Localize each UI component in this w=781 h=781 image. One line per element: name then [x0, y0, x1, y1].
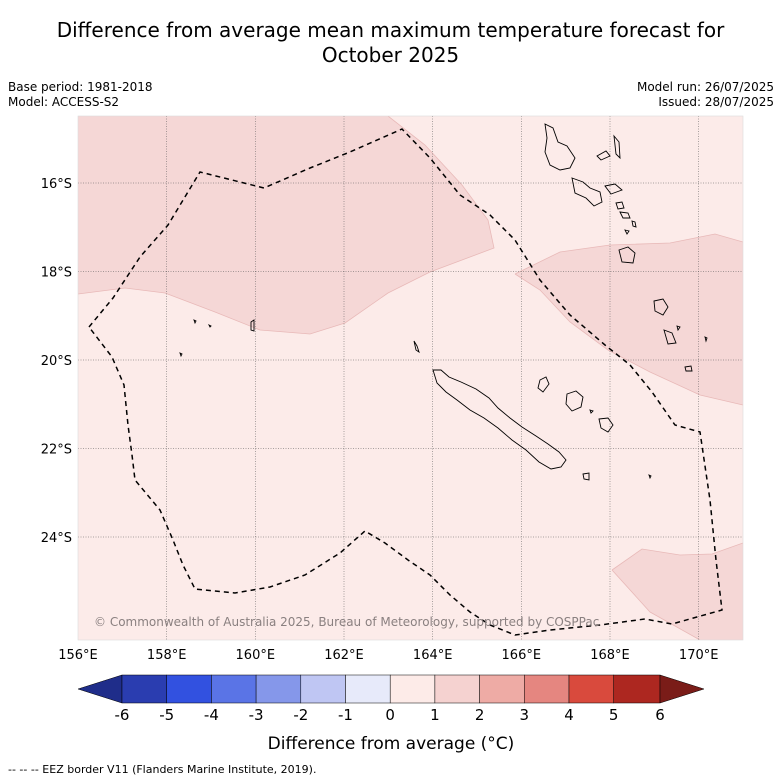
colorbar-tick: 2 — [475, 706, 485, 724]
colorbar-tick: -1 — [338, 706, 353, 724]
issued-date: Issued: 28/07/2025 — [658, 95, 774, 109]
anomaly-1-2-region-east — [515, 234, 743, 405]
anomaly-1-2-region-northwest — [78, 116, 494, 334]
colorbar — [77, 674, 705, 704]
colorbar-segment — [121, 674, 167, 704]
map-title: Difference from average mean maximum tem… — [0, 18, 781, 68]
gridlines — [78, 116, 743, 640]
colorbar-tick: -5 — [159, 706, 174, 724]
lon-label: 166°E — [502, 648, 542, 663]
colorbar-label: Difference from average (°C) — [268, 734, 515, 754]
colorbar-tick: -4 — [204, 706, 219, 724]
small-island-6 — [207, 323, 212, 328]
small-island-8 — [589, 409, 594, 414]
lon-label: 158°E — [147, 648, 187, 663]
lon-label: 160°E — [236, 648, 276, 663]
lon-label: 168°E — [590, 648, 630, 663]
small-island-7 — [179, 352, 183, 358]
base-period: Base period: 1981-2018 — [8, 80, 153, 94]
vanuatu-epi — [615, 201, 625, 210]
vanuatu-shepherd-islands — [619, 211, 631, 219]
small-island-1 — [631, 220, 637, 228]
lat-label: 22°S — [41, 443, 72, 458]
colorbar-segment — [659, 674, 705, 704]
copyright-notice: © Commonwealth of Australia 2025, Bureau… — [94, 615, 599, 629]
colorbar-segment — [255, 674, 302, 704]
lon-label: 162°E — [324, 648, 364, 663]
title-line-2: October 2025 — [321, 43, 460, 67]
colorbar-segment — [77, 674, 123, 704]
model-run: Model run: 26/07/2025 — [636, 80, 774, 94]
colorbar-segment — [613, 674, 661, 704]
loyalty-island-lifou — [565, 390, 584, 412]
meta-left: Base period: 1981-2018 Model: ACCESS-S2 — [8, 80, 153, 110]
vanuatu-erromango — [653, 298, 669, 316]
vanuatu-espiritu-santo — [544, 123, 576, 171]
lat-label: 20°S — [41, 354, 72, 369]
meta-right: Model run: 26/07/2025 Issued: 28/07/2025 — [637, 80, 774, 110]
model-name: Model: ACCESS-S2 — [8, 95, 120, 109]
latitude-labels: 16°S 18°S 20°S 22°S 24°S — [41, 177, 72, 546]
colorbar-segment — [524, 674, 570, 704]
colorbar-segment — [211, 674, 257, 704]
belep-islands — [413, 340, 420, 354]
vanuatu-efate — [618, 246, 636, 264]
colorbar-segment — [345, 674, 391, 704]
colorbar-tick: 5 — [609, 706, 619, 724]
small-island-3 — [676, 325, 681, 332]
colorbar-tick: -2 — [293, 706, 308, 724]
colorbar-tick: -6 — [115, 706, 130, 724]
map-area: © Commonwealth of Australia 2025, Bureau… — [78, 116, 743, 640]
small-island-4 — [704, 336, 708, 343]
vanuatu-tanna — [663, 329, 677, 345]
colorbar-tick: 6 — [655, 706, 665, 724]
loyalty-island-mare — [598, 417, 614, 433]
colorbar-tick: -3 — [249, 706, 264, 724]
colorbar-segment — [479, 674, 525, 704]
colorbar-segment — [434, 674, 480, 704]
new-caledonia-island — [432, 369, 567, 470]
small-island-2 — [624, 229, 630, 235]
colorbar-tick: 3 — [520, 706, 530, 724]
small-island-5 — [193, 319, 197, 325]
isle-of-pines — [582, 472, 590, 481]
lat-label: 24°S — [41, 531, 72, 546]
vanuatu-malekula — [571, 177, 603, 207]
lon-label: 164°E — [413, 648, 453, 663]
lon-label: 170°E — [679, 648, 719, 663]
small-island-9 — [648, 474, 652, 480]
eez-border — [88, 128, 723, 636]
colorbar-segment — [166, 674, 212, 704]
eez-footnote: -- -- -- EEZ border V11 (Flanders Marine… — [8, 763, 317, 776]
colorbar-segment — [300, 674, 346, 704]
vanuatu-pentecost — [613, 134, 621, 160]
vanuatu-ambrym — [604, 183, 623, 195]
longitude-labels: 156°E 158°E 160°E 162°E 164°E 166°E 168°… — [58, 648, 718, 663]
land-features — [179, 123, 708, 481]
colorbar-tick: 1 — [430, 706, 440, 724]
title-line-1: Difference from average mean maximum tem… — [56, 18, 725, 42]
lat-label: 18°S — [41, 266, 72, 281]
colorbar-segment — [568, 674, 614, 704]
lat-label: 16°S — [41, 177, 72, 192]
anomaly-contour-lines — [78, 116, 743, 640]
colorbar-segment — [389, 674, 436, 704]
map-frame — [77, 115, 744, 641]
loyalty-island-ouvea — [537, 376, 550, 393]
chesterfield-islands — [250, 319, 255, 332]
colorbar-ticks: -6 -5 -4 -3 -2 -1 0 1 2 3 4 5 6 — [115, 706, 665, 724]
vanuatu-aneityum — [684, 365, 693, 372]
colorbar-tick: 0 — [385, 706, 395, 724]
vanuatu-ambae — [596, 150, 611, 161]
colorbar-tick: 4 — [564, 706, 574, 724]
lon-label: 156°E — [58, 648, 98, 663]
anomaly-1-2-region-southeast — [612, 543, 743, 640]
